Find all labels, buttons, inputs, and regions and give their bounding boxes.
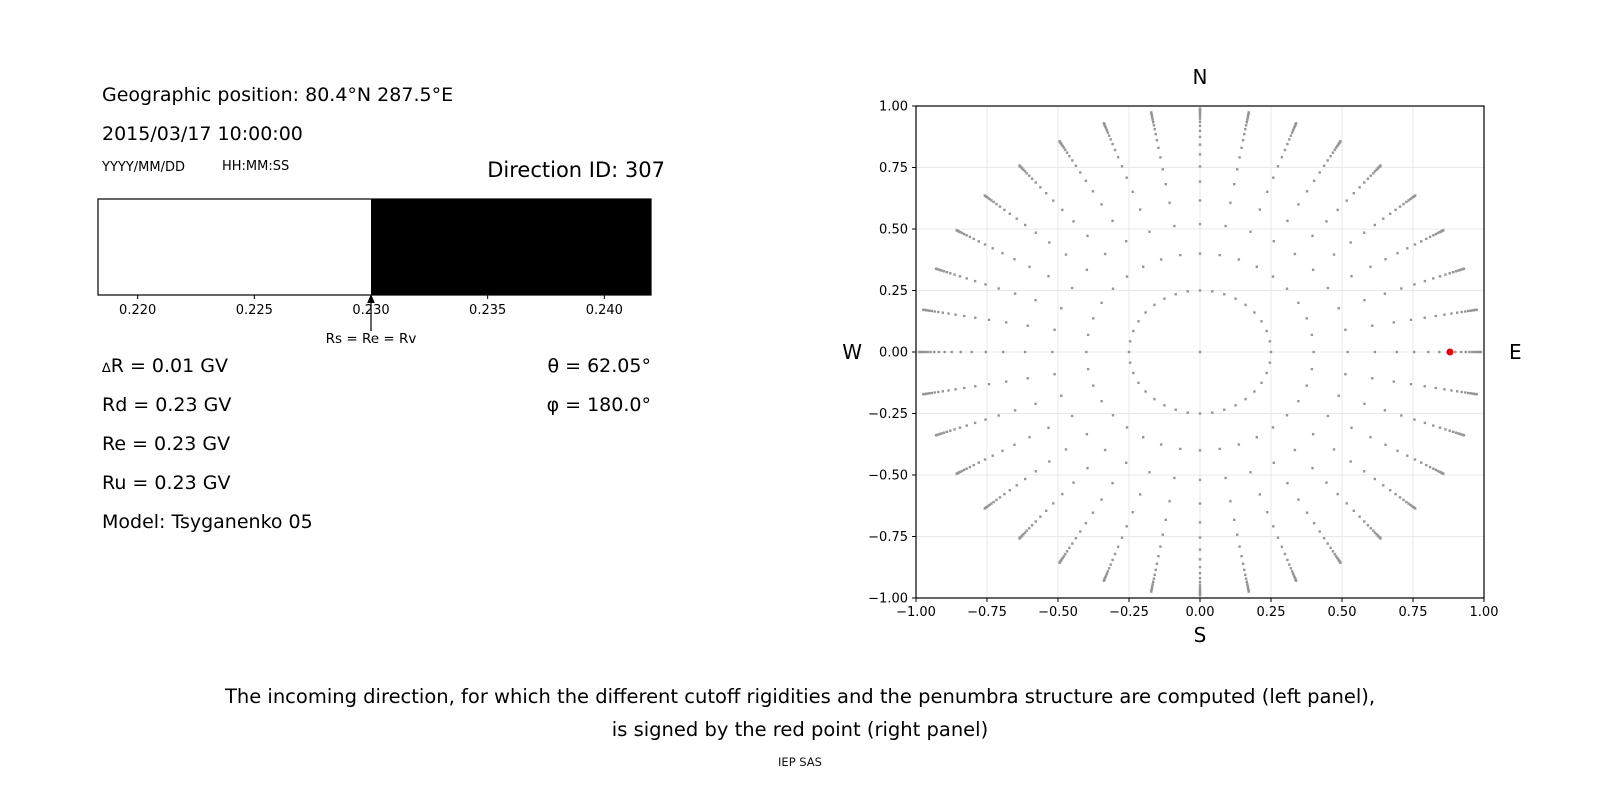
time-format-hint: HH:MM:SS [222,159,290,174]
compass-north-label: N [1193,65,1208,89]
y-tick-label: 0.00 [879,346,908,361]
annotation-arrow-head [367,294,375,303]
y-tick-label: −1.00 [868,592,908,607]
red-incoming-direction-point [1446,348,1454,356]
penumbra-region-forbidden [371,199,651,295]
re-text: Re = 0.23 GV [102,433,231,455]
penumbra-strip-chart: Rs = Re = Rv 0.220 0.225 0.230 0.235 0.240 [97,198,652,347]
y-tick-label: 0.25 [879,284,908,299]
model-text: Model: Tsyganenko 05 [102,511,313,533]
x-tick-label: −0.75 [967,605,1007,620]
x-tick-label: −1.00 [896,605,936,620]
delta-symbol: ∆ [102,361,111,376]
x-tick-label: 0.75 [1399,605,1428,620]
caption-line-2: is signed by the red point (right panel) [611,718,989,741]
credit-text: IEP SAS [778,755,822,769]
direction-scatter-plot: N S W E −1.00−1.00 −0.75 −0.75 −0.50 −0.50 −0… [842,65,1522,647]
theta-text: θ = 62.05° [547,355,651,377]
y-tick-label: 0.50 [879,223,908,238]
delta-r-text: ∆R = 0.01 GV [102,356,228,379]
direction-id-text: Direction ID: 307 [487,158,665,182]
penumbra-tick-label: 0.235 [469,303,506,318]
phi-text: φ = 180.0° [546,394,651,416]
date-format-hint: YYYY/MM/DD [102,160,185,175]
penumbra-tick-label: 0.220 [119,303,156,318]
compass-east-label: E [1509,340,1522,364]
y-tick-label: −0.75 [868,530,908,545]
penumbra-region-allowed [98,199,371,295]
penumbra-tick-label: 0.240 [586,303,623,318]
x-tick-label: 0.50 [1328,605,1357,620]
x-tick-label: −0.25 [1109,605,1149,620]
y-tick-label: −0.50 [868,469,908,484]
rd-text: Rd = 0.23 GV [102,394,232,416]
y-tick-label: −0.25 [868,407,908,422]
y-tick-label: 0.75 [879,161,908,176]
penumbra-arrow-label: Rs = Re = Rv [326,331,417,347]
penumbra-plot-area: 0.220 0.225 0.230 0.235 0.240 [97,198,652,331]
geographic-position-text: Geographic position: 80.4°N 287.5°E [102,84,454,106]
x-tick-label: 0.25 [1257,605,1286,620]
compass-south-label: S [1194,623,1207,647]
compass-west-label: W [842,340,862,364]
direction-dots [917,107,1483,597]
ru-text: Ru = 0.23 GV [102,472,231,494]
datetime-text: 2015/03/17 10:00:00 [102,123,303,145]
delta-r-value: R = 0.01 GV [110,355,228,377]
y-tick-label: 1.00 [879,100,908,115]
direction-plot-area: −1.00−1.00 −0.75 −0.75 −0.50 −0.50 −0.25 −0.25… [868,100,1498,621]
x-tick-label: −0.50 [1038,605,1078,620]
penumbra-tick-label: 0.225 [236,303,273,318]
x-tick-label: 1.00 [1470,605,1499,620]
penumbra-frame [97,198,652,296]
x-tick-label: 0.00 [1186,605,1215,620]
caption-line-1: The incoming direction, for which the di… [224,685,1376,708]
